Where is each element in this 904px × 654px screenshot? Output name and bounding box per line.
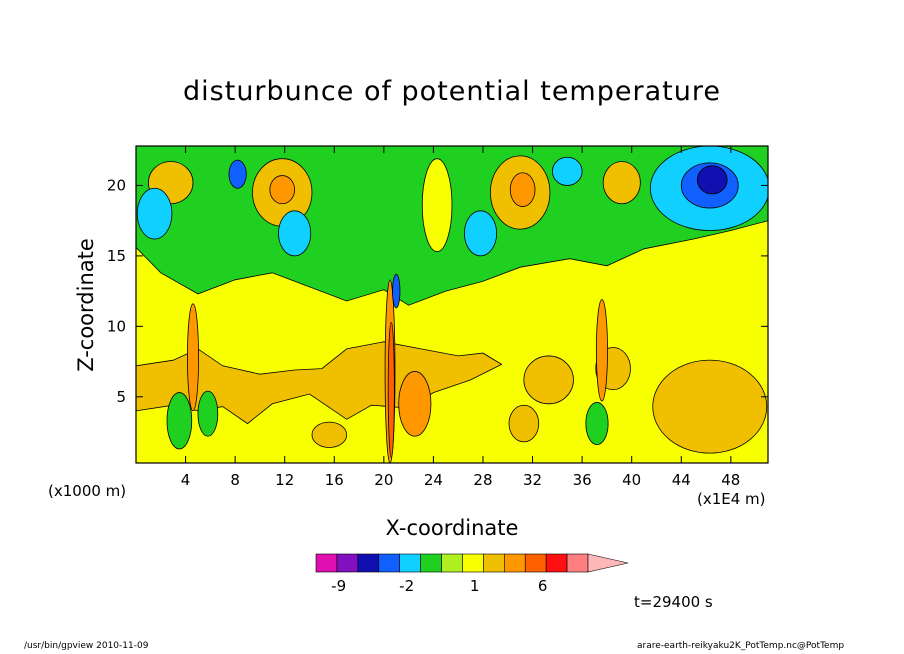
warm-patch — [269, 175, 296, 205]
x-tick-label: 48 — [721, 471, 740, 489]
plot-frame — [135, 145, 769, 464]
y-axis: 5 10 15 20 — [107, 176, 768, 406]
colorbar-label: 6 — [538, 577, 548, 595]
warm-patch — [509, 172, 536, 207]
cold-patch — [228, 159, 247, 189]
colorbar-bin — [566, 553, 589, 573]
y-tick-label: 20 — [107, 176, 126, 194]
colorbar-bin — [399, 553, 421, 573]
colorbar-bin — [420, 553, 442, 573]
x-tick-label: 12 — [275, 471, 294, 489]
colorbar-label: -9 — [331, 577, 346, 595]
warm-patch — [508, 404, 540, 443]
colorbar-bin — [462, 553, 484, 573]
colorbar-bin — [357, 553, 380, 573]
y-tick-label: 5 — [116, 388, 126, 406]
colorbar: -9 -2 1 6 — [315, 553, 629, 595]
warm-core — [398, 371, 432, 437]
x-tick-label: 8 — [230, 471, 240, 489]
colorbar-bin — [504, 553, 526, 573]
x-tick-label: 44 — [672, 471, 691, 489]
cold-streak — [166, 392, 193, 450]
y-unit-note: (x1000 m) — [48, 482, 127, 500]
warm-band-east — [652, 359, 768, 454]
chart-title: disturbunce of potential temperature — [183, 76, 721, 107]
warm-patch — [602, 161, 641, 205]
x-axis-label: X-coordinate — [385, 516, 519, 540]
warm-patch — [311, 421, 348, 448]
x-unit-note: (x1E4 m) — [697, 490, 766, 508]
colorbar-bin — [483, 553, 505, 573]
colorbar-label: 1 — [470, 577, 480, 595]
cold-streak — [585, 402, 609, 446]
colorbar-bin — [378, 553, 400, 573]
plume-top — [392, 273, 401, 309]
colorbar-bin — [545, 553, 568, 573]
cold-patch — [136, 187, 173, 240]
x-tick-label: 24 — [424, 471, 443, 489]
warm-patch — [421, 158, 453, 253]
cold-patch — [551, 156, 583, 186]
plume — [187, 303, 199, 412]
x-tick-label: 4 — [181, 471, 191, 489]
plume — [595, 299, 608, 402]
y-tick-label: 15 — [107, 247, 126, 265]
colorbar-bin — [315, 553, 338, 573]
plume — [387, 321, 395, 458]
colorbar-bin — [524, 553, 547, 573]
cold-patch — [463, 210, 498, 257]
x-tick-label: 28 — [473, 471, 492, 489]
cold-patch — [278, 210, 312, 257]
warm-band-east — [523, 355, 574, 405]
x-tick-label: 40 — [622, 471, 641, 489]
x-tick-label: 20 — [374, 471, 393, 489]
footer-left: /usr/bin/gpview 2010-11-09 — [24, 641, 149, 651]
x-tick-label: 16 — [325, 471, 344, 489]
x-tick-label: 36 — [573, 471, 592, 489]
x-tick-label: 32 — [523, 471, 542, 489]
colorbar-bin — [336, 553, 359, 573]
colorbar-arrow — [587, 553, 629, 573]
contour-field — [136, 146, 768, 463]
y-tick-label: 10 — [107, 317, 126, 335]
time-label: t=29400 s — [634, 593, 713, 611]
colorbar-label: -2 — [399, 577, 414, 595]
footer-right: arare-earth-reikyaku2K_PotTemp.nc@PotTem… — [637, 641, 845, 651]
cold-core — [696, 165, 728, 195]
x-axis: 4 8 12 16 20 24 28 32 36 40 44 48 — [181, 146, 740, 489]
cold-streak — [197, 390, 219, 437]
colorbar-bin — [441, 553, 463, 573]
